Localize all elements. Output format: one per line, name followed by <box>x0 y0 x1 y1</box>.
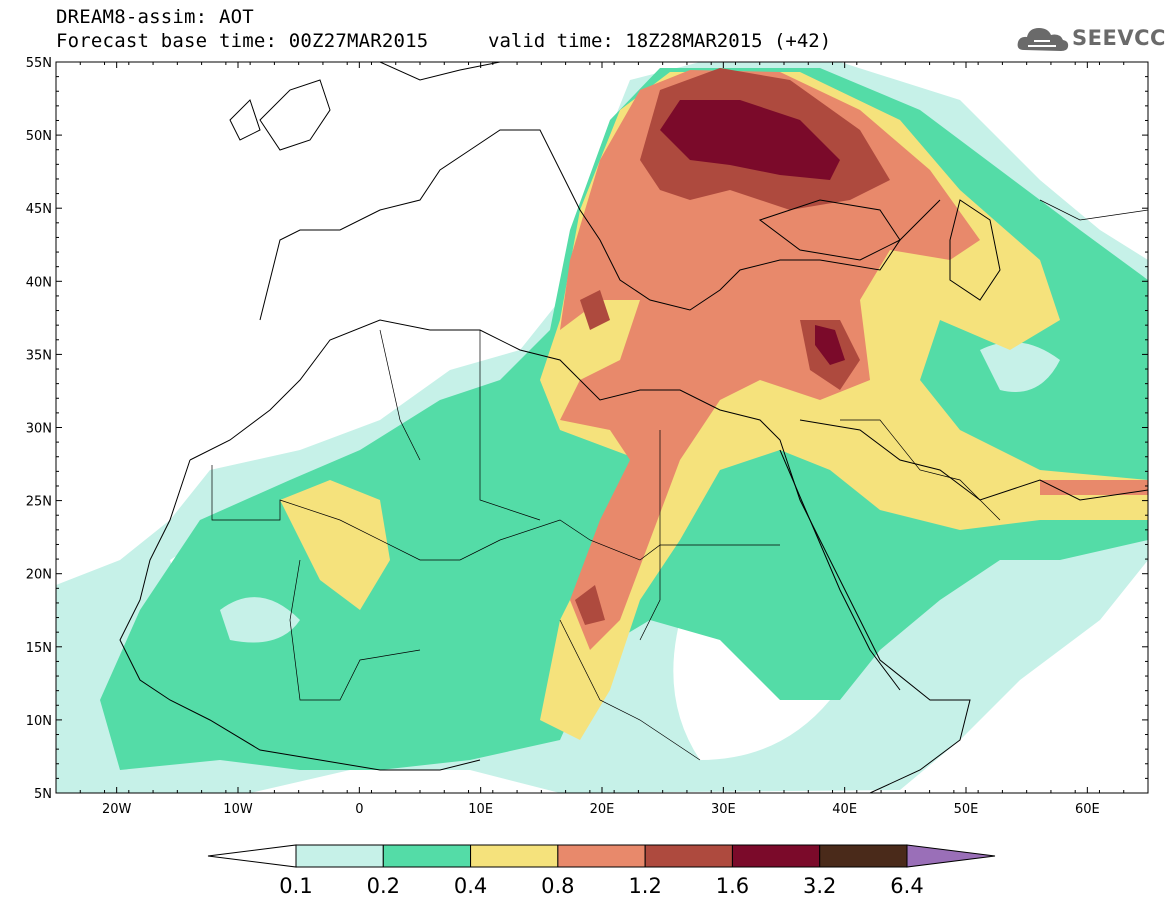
forecast-base-time: Forecast base time: 00Z27MAR2015 <box>56 30 429 52</box>
lat-tick-label: 20N <box>26 568 52 583</box>
lon-tick-label: 0 <box>355 802 363 817</box>
colorbar-label: 1.2 <box>628 874 661 898</box>
chart-title: DREAM8-assim: AOT <box>56 6 254 28</box>
colorbar-label: 0.8 <box>541 874 574 898</box>
colorbar-swatch <box>557 844 646 868</box>
country-borders <box>211 199 1148 761</box>
logo-text: SEEVCCC <box>1072 26 1165 50</box>
lon-tick-label: 30E <box>711 802 736 817</box>
lat-tick-label: 10N <box>26 714 52 729</box>
lat-tick-label: 5N <box>34 787 52 802</box>
colorbar-low-arrow <box>207 844 297 868</box>
colorbar-label: 0.4 <box>454 874 487 898</box>
coastline-west-africa <box>119 459 481 771</box>
coastline-caspian <box>949 199 1001 301</box>
colorbar-swatch <box>470 844 559 868</box>
lon-tick-label: 50E <box>954 802 979 817</box>
longitude-axis: 20W 10W 0 10E 20E 30E 40E 50E 60E <box>55 62 1149 817</box>
border-segment <box>289 559 421 701</box>
colorbar-label: 0.2 <box>367 874 400 898</box>
colorbar-swatch <box>382 844 472 868</box>
lon-tick-label: 40E <box>832 802 857 817</box>
lon-tick-label: 20E <box>590 802 615 817</box>
border-segment <box>211 465 780 561</box>
valid-time: valid time: 18Z28MAR2015 (+42) <box>488 30 832 52</box>
border-segment <box>479 330 541 521</box>
lon-tick-label: 10W <box>223 802 253 817</box>
lon-tick-label: 10E <box>468 802 493 817</box>
colorbar-label: 6.4 <box>890 874 923 898</box>
colorbar-high-arrow <box>906 844 996 868</box>
colorbar-label: 1.6 <box>716 874 749 898</box>
colorbar-swatch <box>295 844 384 868</box>
aot-colorbar: 0.1 0.2 0.4 0.8 1.2 1.6 3.2 6.4 <box>207 844 996 898</box>
lat-tick-label: 50N <box>26 129 52 144</box>
lat-tick-label: 35N <box>26 348 52 363</box>
border-segment <box>840 419 1001 521</box>
aot-contours <box>56 62 1148 793</box>
seevccc-logo: SEEVCCC <box>1016 22 1165 56</box>
coastlines <box>119 62 1148 793</box>
colorbar-swatch <box>819 844 908 868</box>
coastline-arabia <box>799 419 1148 501</box>
lat-tick-label: 25N <box>26 495 52 510</box>
lat-tick-label: 30N <box>26 422 52 437</box>
border-segment <box>639 430 661 641</box>
border-segment <box>379 329 421 461</box>
lat-tick-label: 40N <box>26 275 52 290</box>
border-segment <box>1039 199 1148 221</box>
coastline-black-sea <box>758 199 901 261</box>
cloud-icon <box>1017 28 1069 51</box>
latitude-axis: 55N 50N 45N 40N 35N 30N 25N 20N 15N 10N 5N <box>26 56 1148 802</box>
colorbar-swatch <box>731 844 821 868</box>
coastline-british-isles <box>229 79 331 151</box>
coastline-africa-north <box>189 319 971 793</box>
lon-tick-label: 60E <box>1075 802 1100 817</box>
coastline-europe <box>259 129 941 321</box>
lat-tick-label: 45N <box>26 202 52 217</box>
border-segment <box>559 619 701 761</box>
lat-tick-label: 55N <box>26 56 52 71</box>
aot-band-1.6 <box>660 100 845 365</box>
lon-tick-label: 20W <box>102 802 132 817</box>
lat-tick-label: 15N <box>26 641 52 656</box>
colorbar-label: 0.1 <box>279 874 312 898</box>
coastline-scandinavia <box>379 62 501 81</box>
colorbar-label: 3.2 <box>803 874 836 898</box>
colorbar-swatch <box>644 844 733 868</box>
coastline-red-sea <box>779 449 901 691</box>
